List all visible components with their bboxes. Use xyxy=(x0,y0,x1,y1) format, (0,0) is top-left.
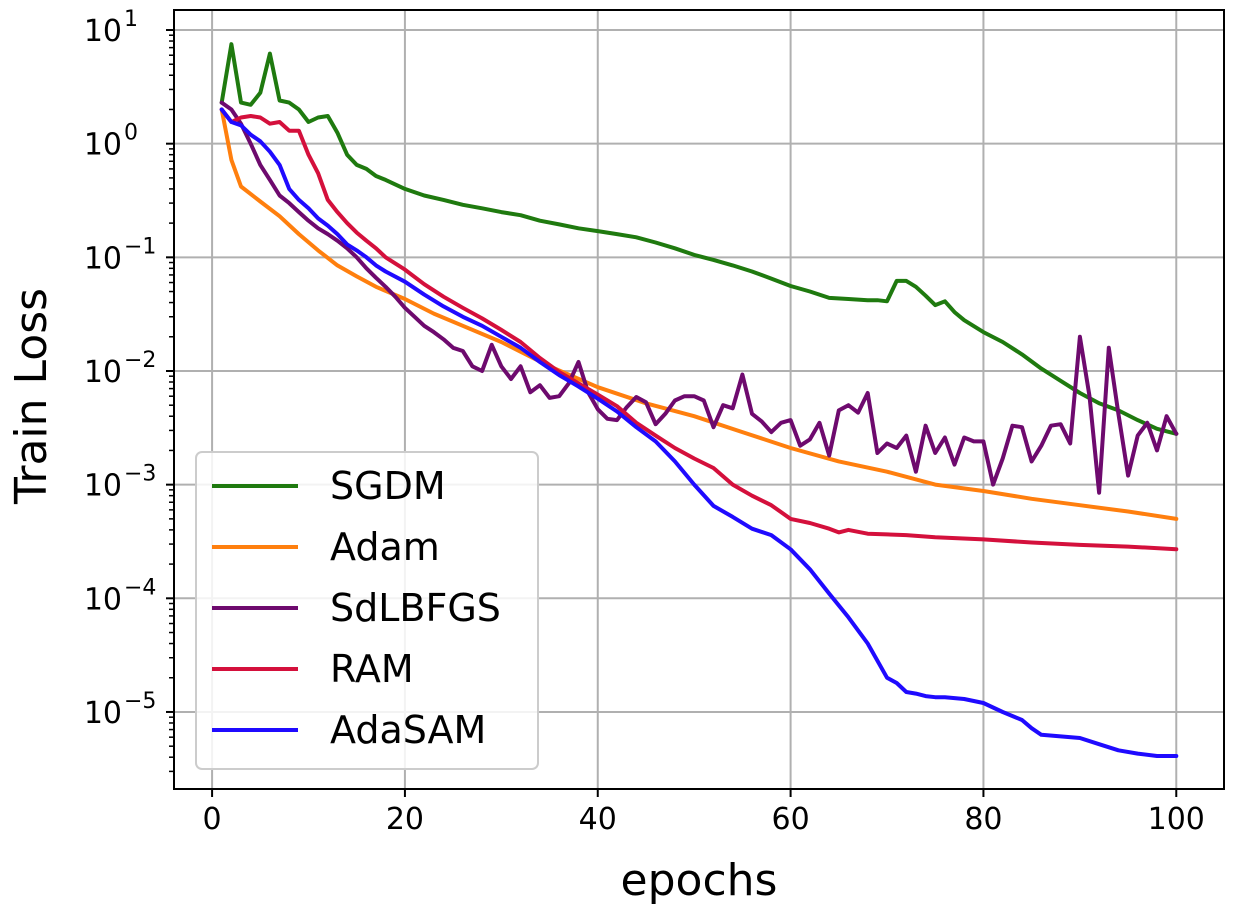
x-ticks: 0 20 40 60 80 100 xyxy=(203,789,1205,837)
y-axis-title: Train Loss xyxy=(6,288,57,505)
legend-label-adam: Adam xyxy=(330,525,440,569)
y-tick-exponent: −3 xyxy=(124,462,156,487)
y-tick-label: 10 xyxy=(84,14,122,49)
y-tick-label: 10 xyxy=(84,241,122,276)
y-tick-exponent: −4 xyxy=(124,575,156,600)
y-tick-exponent: 1 xyxy=(124,7,138,32)
series-line-ram xyxy=(219,107,1179,552)
legend: SGDM Adam SdLBFGS RAM AdaSAM xyxy=(195,451,539,770)
series-lines xyxy=(219,42,1179,758)
y-tick-exponent: −5 xyxy=(124,689,156,714)
x-tick-label: 60 xyxy=(772,802,810,837)
y-tick-label: 10 xyxy=(84,696,122,731)
series-line-adam xyxy=(219,107,1179,521)
x-tick-label: 80 xyxy=(964,802,1002,837)
series-line-sgdm xyxy=(219,42,1179,436)
y-tick-label: 10 xyxy=(84,582,122,617)
y-tick-exponent: −2 xyxy=(124,348,156,373)
legend-frame xyxy=(195,451,539,770)
legend-label-ram: RAM xyxy=(330,647,414,691)
series-line-adasam xyxy=(219,107,1179,758)
x-tick-label: 20 xyxy=(386,802,424,837)
y-tick-label: 10 xyxy=(84,128,122,163)
x-tick-label: 40 xyxy=(579,802,617,837)
y-tick-exponent: 0 xyxy=(124,121,138,146)
x-tick-label: 0 xyxy=(203,802,222,837)
x-tick-label: 100 xyxy=(1148,802,1205,837)
legend-label-sgdm: SGDM xyxy=(330,464,446,508)
y-tick-label: 10 xyxy=(84,469,122,504)
plot-frame xyxy=(173,9,1225,790)
x-axis-title: epochs xyxy=(621,855,778,906)
legend-label-adasam: AdaSAM xyxy=(330,708,486,752)
y-tick-label: 10 xyxy=(84,355,122,390)
series-line-sdlbfgs xyxy=(219,100,1179,495)
y-tick-exponent: −1 xyxy=(124,234,156,259)
legend-label-sdlbfgs: SdLBFGS xyxy=(330,586,501,630)
